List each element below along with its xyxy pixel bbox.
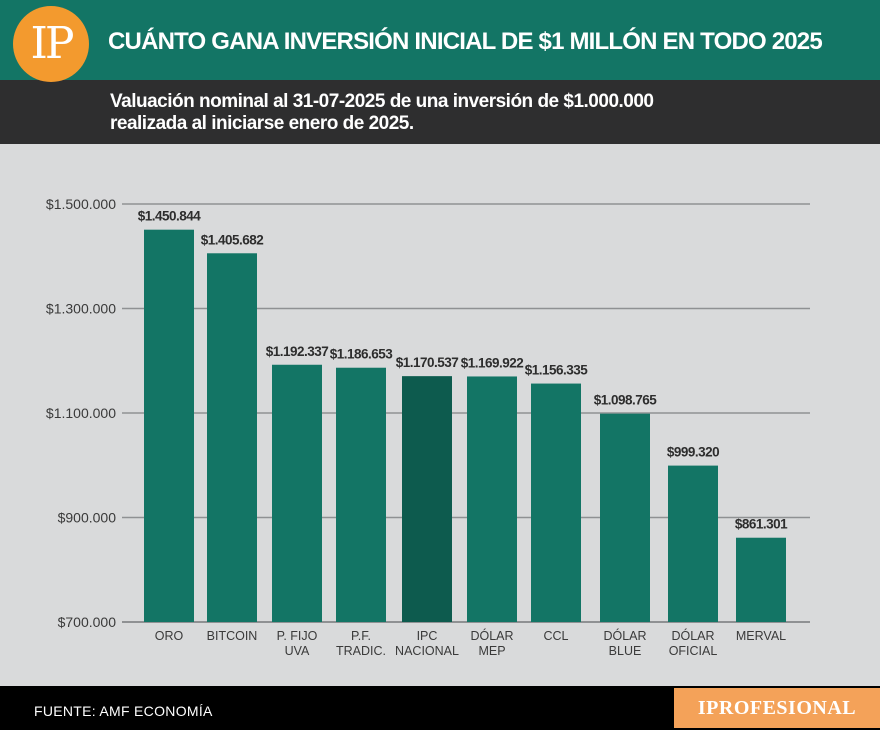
bar bbox=[272, 364, 322, 622]
subtitle-line-2: realizada al iniciarse enero de 2025. bbox=[110, 113, 414, 134]
bar bbox=[144, 229, 194, 622]
data-label: $1.169.922 bbox=[461, 355, 524, 370]
x-tick-label: NACIONAL bbox=[395, 644, 459, 658]
x-tick-label: DÓLAR bbox=[671, 628, 714, 643]
bar-chart: $700.000 $900.000 $1.100.000 $1.300.000 $1.5… bbox=[0, 144, 880, 686]
x-tick-label: P. FIJO bbox=[277, 629, 318, 643]
y-tick-label: $1.100.000 bbox=[46, 405, 116, 421]
subtitle: Valuación nominal al 31-07-2025 de una i… bbox=[110, 91, 750, 135]
x-tick-label: IPC bbox=[417, 629, 438, 643]
data-label: $1.170.537 bbox=[396, 355, 459, 370]
data-label: $1.405.682 bbox=[201, 232, 264, 247]
x-tick-label: BLUE bbox=[609, 644, 642, 658]
y-tick-label: $700.000 bbox=[58, 614, 117, 630]
footer-bar: FUENTE: AMF ECONOMÍA IPROFESIONAL bbox=[0, 686, 880, 730]
x-tick-label: CCL bbox=[543, 629, 568, 643]
data-label: $1.098.765 bbox=[594, 393, 658, 408]
x-tick-label: DÓLAR bbox=[470, 628, 513, 643]
data-label: $861.301 bbox=[735, 517, 788, 532]
x-tick-label: MERVAL bbox=[736, 629, 786, 643]
bar bbox=[207, 253, 257, 622]
header-bar: IP CUÁNTO GANA INVERSIÓN INICIAL DE $1 M… bbox=[0, 0, 880, 82]
data-label: $1.186.653 bbox=[330, 347, 394, 362]
y-tick-label: $1.300.000 bbox=[46, 301, 116, 317]
y-tick-label: $1.500.000 bbox=[46, 196, 116, 212]
bar bbox=[336, 367, 386, 622]
bar bbox=[736, 537, 786, 622]
bar bbox=[600, 413, 650, 622]
x-tick-label: BITCOIN bbox=[207, 629, 258, 643]
page-title: CUÁNTO GANA INVERSIÓN INICIAL DE $1 MILL… bbox=[108, 28, 823, 55]
data-label: $1.156.335 bbox=[525, 363, 589, 378]
x-tick-label: OFICIAL bbox=[669, 644, 718, 658]
subheader-bar: Valuación nominal al 31-07-2025 de una i… bbox=[0, 80, 880, 144]
logo: IP bbox=[13, 6, 89, 82]
bar bbox=[402, 376, 452, 622]
subtitle-line-1: Valuación nominal al 31-07-2025 de una i… bbox=[110, 91, 654, 112]
x-tick-label: P.F. bbox=[351, 629, 371, 643]
data-label: $1.450.844 bbox=[138, 209, 202, 224]
bar bbox=[668, 465, 718, 622]
chart-canvas: $700.000 $900.000 $1.100.000 $1.300.000 $1.5… bbox=[46, 196, 810, 658]
x-tick-label: ORO bbox=[155, 629, 184, 643]
data-label: $999.320 bbox=[667, 445, 719, 460]
source-note: FUENTE: AMF ECONOMÍA bbox=[34, 703, 213, 719]
bar bbox=[467, 376, 517, 622]
x-tick-label: TRADIC. bbox=[336, 644, 386, 658]
x-tick-label: MEP bbox=[478, 644, 505, 658]
x-tick-label: UVA bbox=[285, 644, 310, 658]
data-label: $1.192.337 bbox=[266, 344, 329, 359]
bar bbox=[531, 383, 581, 622]
brand-logo: IPROFESIONAL bbox=[674, 688, 880, 728]
y-tick-label: $900.000 bbox=[58, 510, 117, 526]
x-tick-label: DÓLAR bbox=[603, 628, 646, 643]
